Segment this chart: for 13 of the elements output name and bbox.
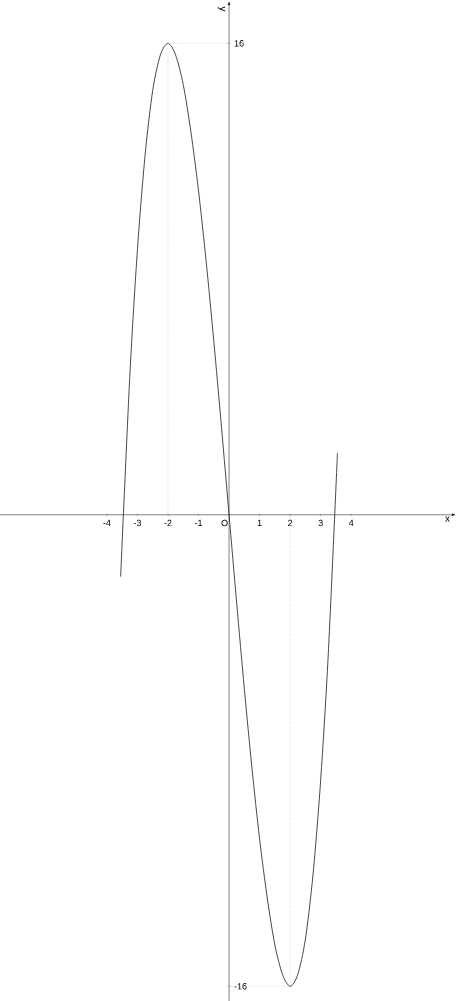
x-tick-label: 4 (348, 519, 354, 526)
y-tick-label: -16 (234, 983, 247, 990)
x-tick-label: 1 (257, 519, 262, 526)
x-tick-label: -2 (164, 519, 172, 527)
y-axis-title: y (217, 6, 226, 12)
x-tick-label: 2 (288, 519, 293, 527)
x-tick-label: -1 (194, 519, 203, 526)
y-tick-label: 16 (234, 40, 244, 47)
x-tick-label: -3 (133, 519, 142, 527)
x-tick-label: 3 (318, 519, 323, 527)
x-axis-title: x (445, 516, 450, 522)
x-tick-label: -4 (103, 519, 111, 526)
x-tick-label: O (221, 519, 228, 527)
